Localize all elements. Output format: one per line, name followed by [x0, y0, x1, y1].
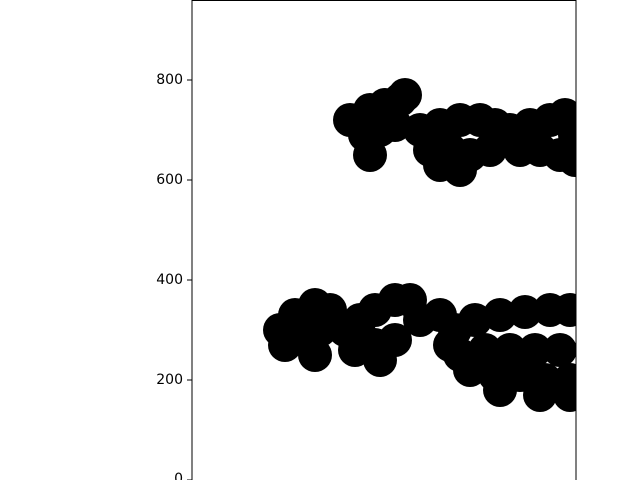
point	[553, 378, 576, 412]
y-tick-label: 200	[156, 372, 183, 388]
point	[388, 78, 422, 112]
point	[523, 378, 557, 412]
y-tick-label: 800	[156, 72, 183, 88]
point	[363, 343, 397, 377]
point	[553, 293, 576, 327]
point	[518, 333, 552, 367]
point	[483, 298, 517, 332]
point	[433, 328, 467, 362]
point	[423, 148, 457, 182]
point	[298, 338, 332, 372]
y-tick-label: 0	[174, 471, 183, 480]
point	[543, 333, 576, 367]
point	[483, 373, 517, 407]
y-tick-label: 400	[156, 272, 183, 288]
point	[558, 143, 576, 177]
plot-area	[263, 78, 576, 412]
point	[353, 138, 387, 172]
y-tick-label: 600	[156, 172, 183, 188]
point	[508, 295, 542, 329]
